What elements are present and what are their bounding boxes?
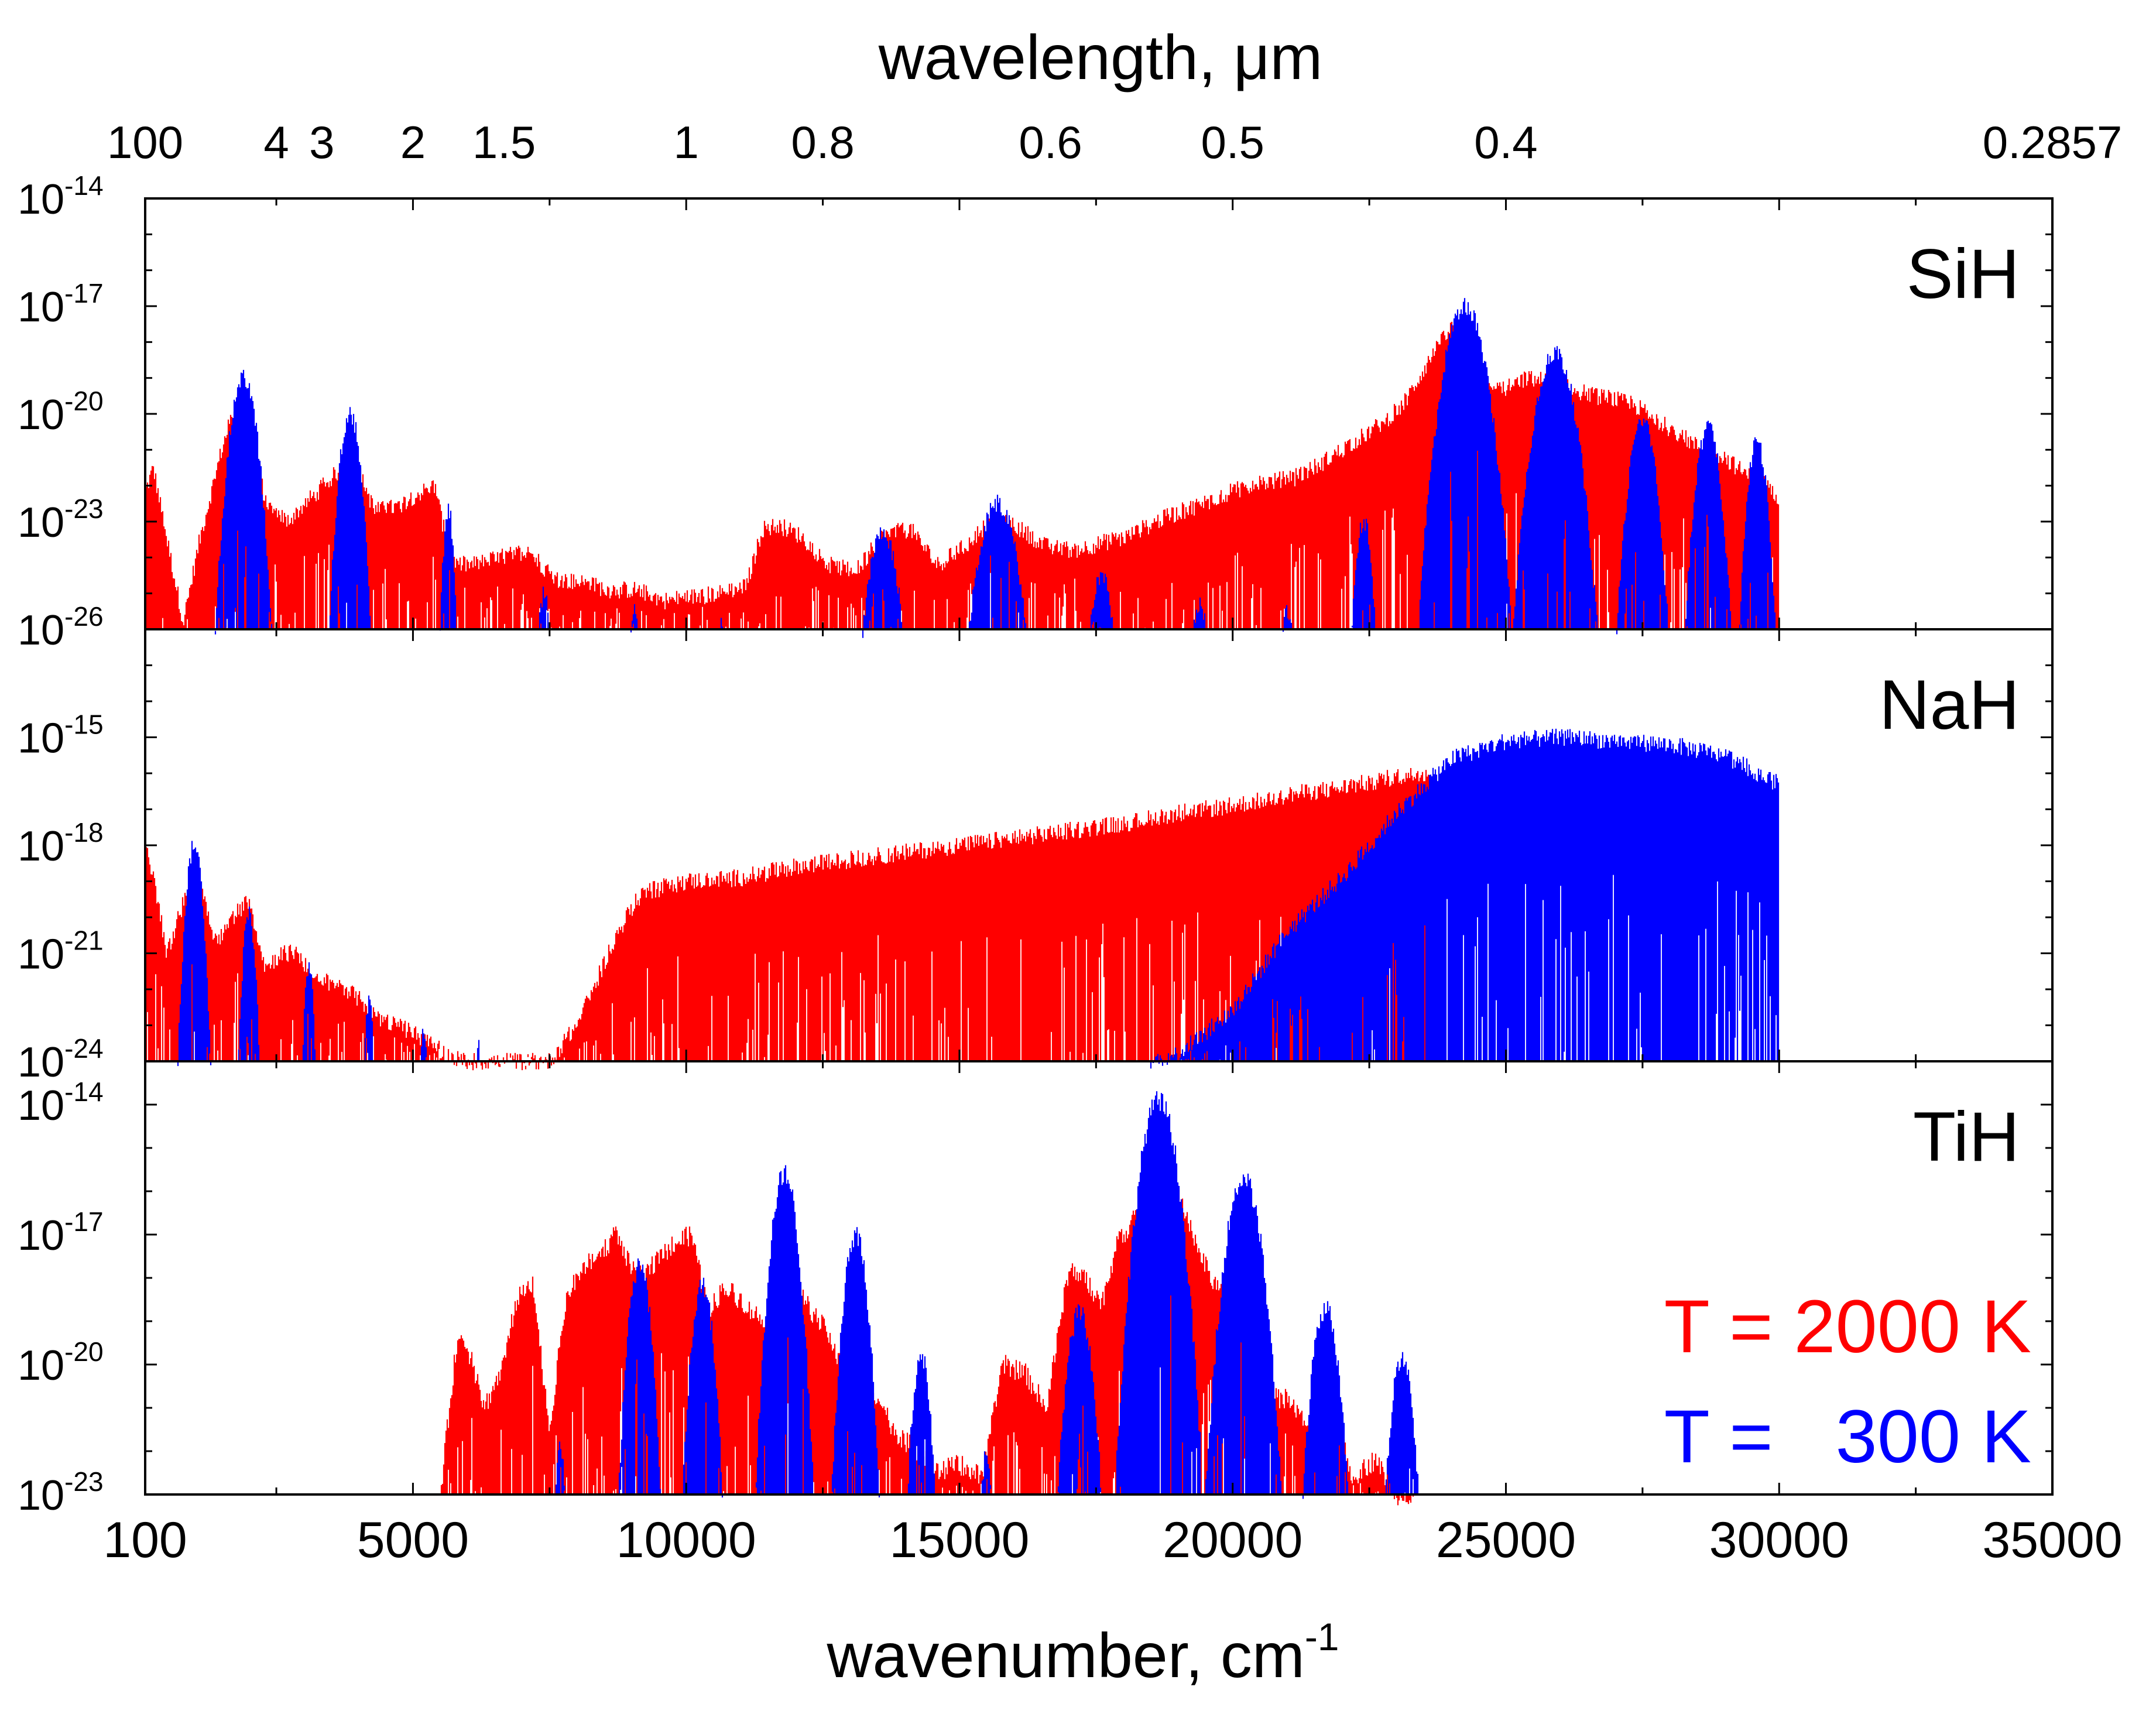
panel-tih bbox=[440, 1091, 1419, 1506]
spectrum-lines bbox=[555, 1091, 1419, 1499]
top-tick-label: 2 bbox=[400, 116, 426, 168]
axes-layer bbox=[144, 197, 2054, 1496]
y-tick-label: 10-23 bbox=[18, 493, 104, 546]
text-layer: 10-1410-1710-2010-2310-26SiH10-1510-1810… bbox=[18, 22, 2123, 1691]
y-tick-label: 10-24 bbox=[18, 1033, 104, 1086]
top-axis-title: wavelength, μm bbox=[878, 22, 1323, 92]
top-tick-label: 3 bbox=[309, 116, 334, 168]
series-sih-300k bbox=[214, 298, 1776, 638]
series-tih-300k bbox=[555, 1091, 1419, 1499]
legend-entry: T = 2000 K bbox=[1664, 1285, 2031, 1369]
plot-data-layer bbox=[144, 298, 1780, 1506]
top-tick-label: 100 bbox=[107, 116, 183, 168]
top-tick-label: 1 bbox=[673, 116, 698, 168]
y-tick-label: 10-17 bbox=[18, 278, 104, 331]
x-tick-label: 10000 bbox=[616, 1512, 756, 1568]
y-tick-label: 10-26 bbox=[18, 601, 104, 654]
top-tick-label: 0.5 bbox=[1201, 116, 1264, 168]
y-tick-label: 10-20 bbox=[18, 1336, 104, 1389]
x-tick-label: 15000 bbox=[889, 1512, 1029, 1568]
molecule-label: SiH bbox=[1907, 235, 2020, 313]
y-tick-label: 10-14 bbox=[18, 1077, 104, 1129]
top-tick-label: 0.6 bbox=[1019, 116, 1082, 168]
panel-sih bbox=[144, 298, 1780, 638]
top-tick-label: 0.4 bbox=[1474, 116, 1537, 168]
top-tick-label: 0.2857 bbox=[1983, 116, 2123, 168]
top-tick-label: 0.8 bbox=[791, 116, 854, 168]
molecule-label: NaH bbox=[1879, 666, 2020, 744]
x-tick-label: 100 bbox=[103, 1512, 187, 1568]
legend-entry: T = 300 K bbox=[1664, 1395, 2031, 1479]
y-tick-label: 10-17 bbox=[18, 1206, 104, 1259]
series-nah-300k bbox=[177, 728, 1780, 1069]
x-axis-title: wavenumber, cm-1 bbox=[826, 1615, 1339, 1691]
x-tick-label: 25000 bbox=[1436, 1512, 1576, 1568]
y-tick-label: 10-14 bbox=[18, 170, 104, 223]
top-tick-label: 1.5 bbox=[472, 116, 536, 168]
y-tick-label: 10-23 bbox=[18, 1466, 104, 1519]
panel-nah bbox=[144, 728, 1780, 1071]
top-tick-label: 4 bbox=[263, 116, 289, 168]
y-tick-label: 10-15 bbox=[18, 709, 104, 762]
y-tick-label: 10-21 bbox=[18, 925, 104, 978]
y-tick-label: 10-20 bbox=[18, 386, 104, 438]
y-tick-label: 10-18 bbox=[18, 817, 104, 870]
x-tick-label: 30000 bbox=[1709, 1512, 1849, 1568]
x-tick-label: 20000 bbox=[1163, 1512, 1302, 1568]
x-tick-label: 5000 bbox=[357, 1512, 469, 1568]
spectrum-lines bbox=[214, 298, 1776, 638]
spectrum-lines bbox=[177, 728, 1780, 1069]
x-tick-label: 35000 bbox=[1982, 1512, 2122, 1568]
molecule-label: TiH bbox=[1913, 1098, 2020, 1176]
